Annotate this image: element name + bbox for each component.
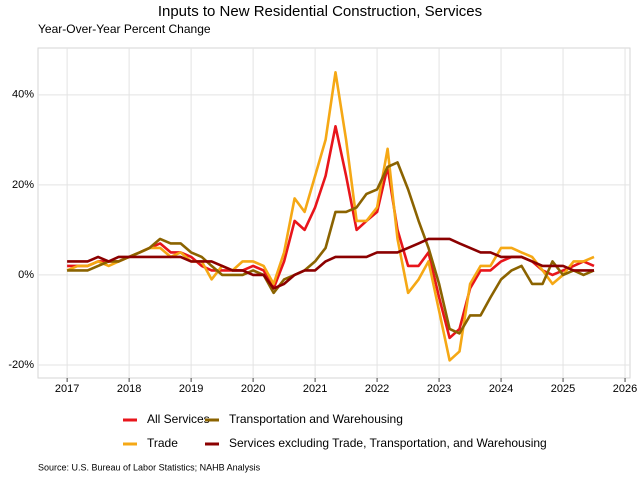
series-line: [67, 125, 595, 340]
x-tick-label: 2018: [117, 383, 141, 395]
legend-label: Transportation and Warehousing: [229, 412, 403, 426]
legend-label: All Services: [147, 412, 210, 426]
legend-label: Services excluding Trade, Transportation…: [229, 436, 547, 450]
x-tick-label: 2026: [613, 383, 637, 395]
y-axis-label: Year-Over-Year Percent Change: [38, 22, 211, 36]
x-tick-label: 2021: [303, 383, 327, 395]
x-tick-label: 2025: [551, 383, 575, 395]
y-tick-label: -20%: [8, 359, 34, 371]
y-tick-label: 20%: [12, 179, 34, 191]
y-tick-label: 40%: [12, 89, 34, 101]
series-line: [67, 237, 594, 290]
series-line: [66, 71, 595, 362]
series-line: [67, 161, 595, 335]
plot-frame: [37, 47, 631, 379]
x-tick-label: 2019: [179, 383, 203, 395]
x-tick-label: 2020: [241, 383, 265, 395]
x-tick-label: 2024: [489, 383, 513, 395]
source-note: Source: U.S. Bureau of Labor Statistics;…: [38, 462, 261, 472]
legend-label: Trade: [147, 436, 178, 450]
y-tick-label: 0%: [18, 269, 34, 281]
x-tick-label: 2017: [55, 383, 79, 395]
chart-title: Inputs to New Residential Construction, …: [158, 3, 482, 20]
x-tick-label: 2022: [365, 383, 389, 395]
x-tick-label: 2023: [427, 383, 451, 395]
